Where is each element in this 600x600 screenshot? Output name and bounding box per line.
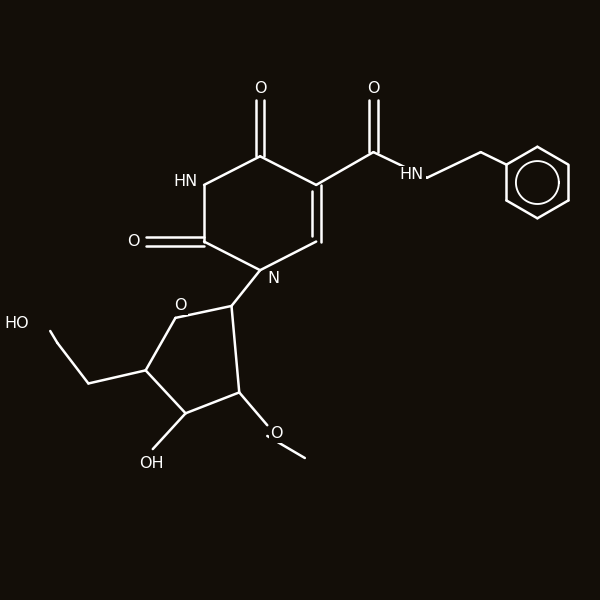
Text: O: O: [270, 427, 283, 442]
Text: OH: OH: [139, 456, 163, 471]
Text: O: O: [174, 298, 187, 313]
Text: HO: HO: [4, 316, 29, 331]
Text: HN: HN: [400, 167, 424, 182]
Text: O: O: [367, 81, 380, 96]
Text: O: O: [254, 81, 266, 96]
Text: O: O: [127, 234, 140, 249]
Text: HN: HN: [174, 175, 198, 190]
Text: N: N: [267, 271, 280, 286]
